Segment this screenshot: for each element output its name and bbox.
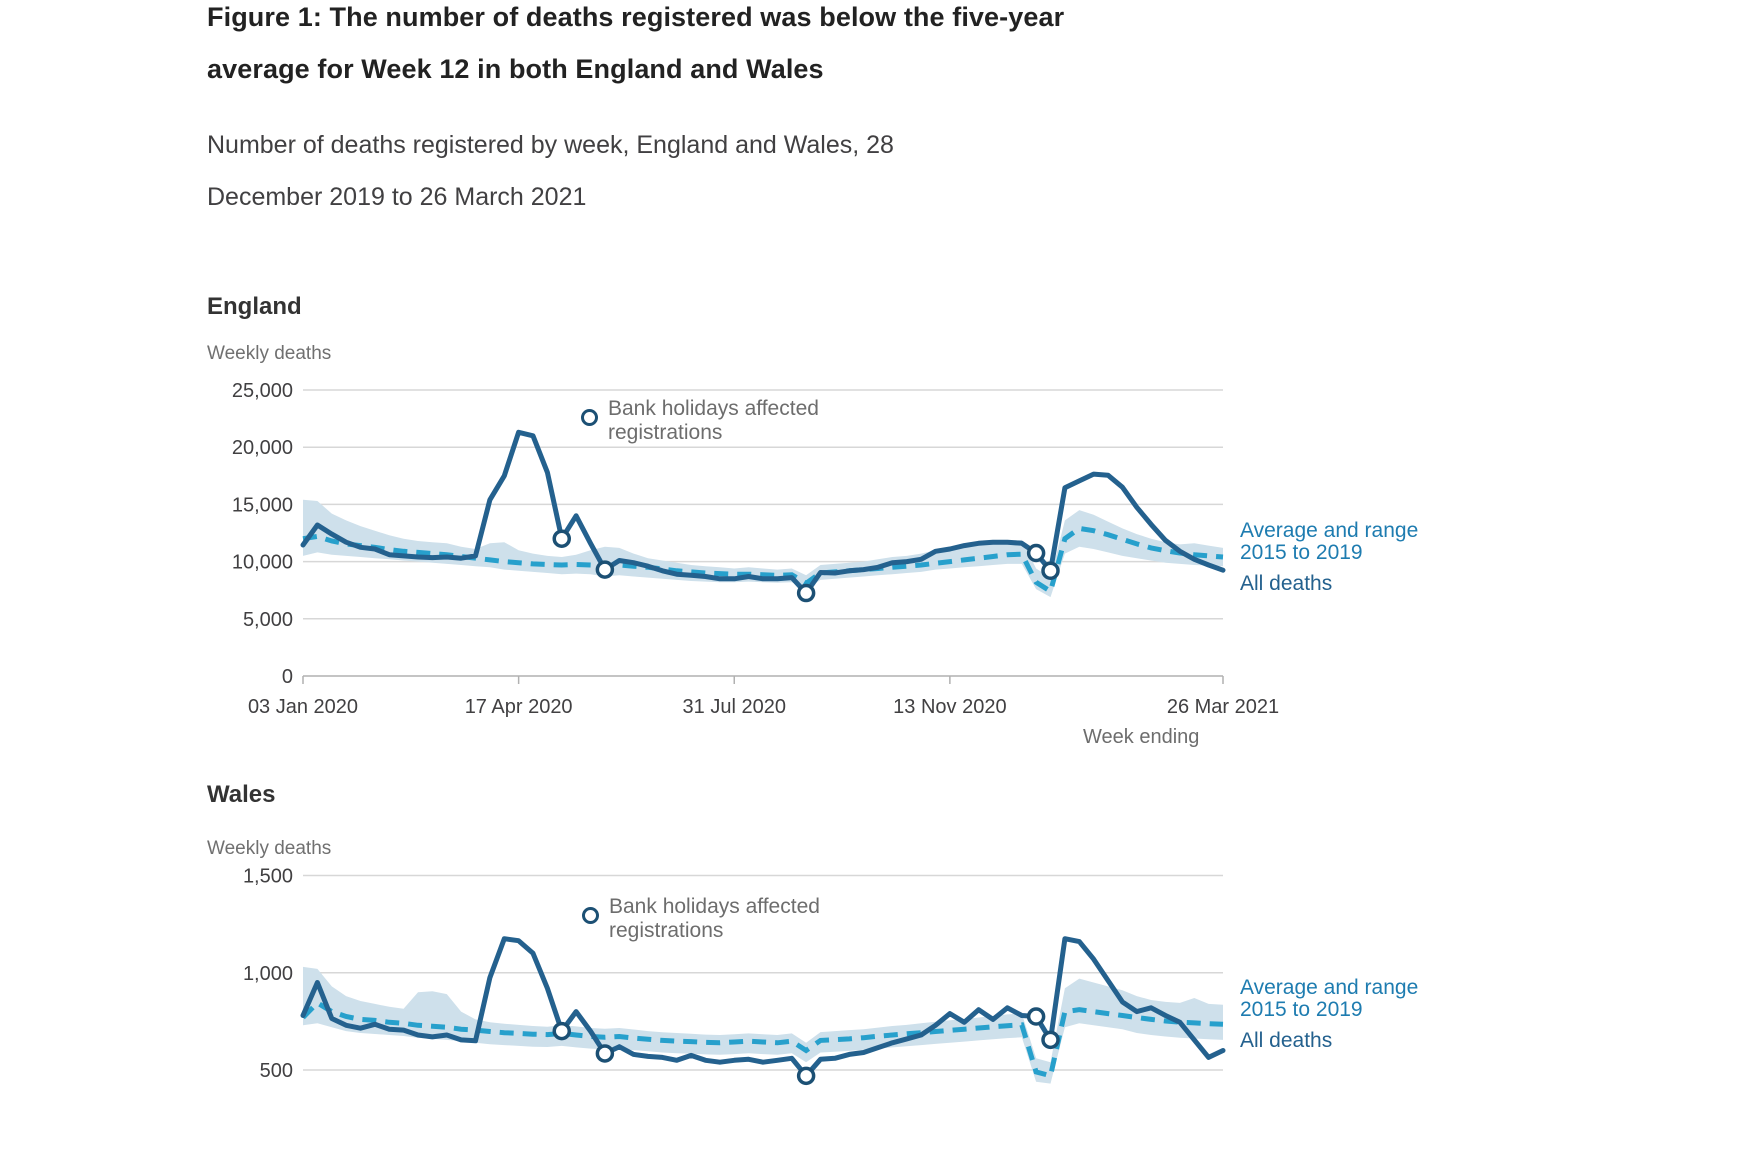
y-tick-label: 5,000 [243,609,293,631]
x-tick-label: 13 Nov 2020 [893,696,1006,718]
y-tick-label: 15,000 [232,494,293,516]
wales-legend-range-line2: 2015 to 2019 [1240,998,1363,1021]
figure-subtitle-line2: December 2019 to 26 March 2021 [207,183,587,211]
all-deaths-line [300,936,1226,1079]
england-bank-holiday-annotation-line1: Bank holidays affected [608,397,819,420]
england-legend-range-line2: 2015 to 2019 [1240,541,1363,564]
y-tick-label: 500 [260,1060,293,1082]
bank-holiday-data-marker [1041,561,1060,581]
england-y-axis-title: Weekly deaths [207,343,332,364]
bank-holiday-data-marker [552,1021,571,1041]
bank-holiday-data-marker [796,1066,816,1086]
wales-bank-holiday-annotation-line2: registrations [609,919,724,942]
wales-chart-heading: Wales [207,781,276,808]
bank-holiday-data-marker [595,1044,615,1063]
y-tick-label: 1,500 [243,866,293,888]
figure-subtitle-line1: Number of deaths registered by week, Eng… [207,131,894,159]
england-legend-range-line1: Average and range [1240,519,1419,542]
wales-y-axis-title: Weekly deaths [207,838,332,859]
bank-holiday-data-marker [1041,1030,1060,1050]
x-axis-title: Week ending [1083,726,1200,748]
bank-holiday-marker-icon [581,409,598,426]
wales-legend-range-line1: Average and range [1240,976,1419,999]
y-tick-label: 10,000 [232,552,293,574]
all-deaths-line [300,429,1226,596]
wales-bank-holiday-annotation-line1: Bank holidays affected [609,895,820,918]
range-band [303,966,1223,1084]
figure-title-line2: average for Week 12 in both England and … [207,54,824,84]
england-bank-holiday-annotation-line2: registrations [608,421,723,444]
y-tick-label: 1,000 [243,963,293,985]
x-tick-label: 17 Apr 2020 [465,696,573,718]
bank-holiday-data-marker [552,529,571,548]
y-tick-label: 25,000 [232,380,293,402]
figure-title-line1: Figure 1: The number of deaths registere… [207,2,1065,32]
bank-holiday-data-marker [1026,543,1046,563]
y-tick-label: 0 [282,666,293,688]
bank-holiday-data-marker [595,560,615,579]
average-line [302,525,1224,596]
x-tick-label: 26 Mar 2021 [1167,696,1279,718]
england-legend-all-deaths: All deaths [1240,572,1333,595]
england-chart-heading: England [207,293,302,320]
wales-legend-all-deaths: All deaths [1240,1029,1333,1052]
average-line [301,999,1224,1079]
bank-holiday-data-marker [1026,1007,1046,1026]
x-tick-label: 03 Jan 2020 [248,696,358,718]
range-band [303,499,1223,598]
x-tick-label: 31 Jul 2020 [683,696,786,718]
bank-holiday-marker-icon [582,907,599,924]
y-tick-label: 20,000 [232,437,293,459]
bank-holiday-data-marker [796,583,816,603]
